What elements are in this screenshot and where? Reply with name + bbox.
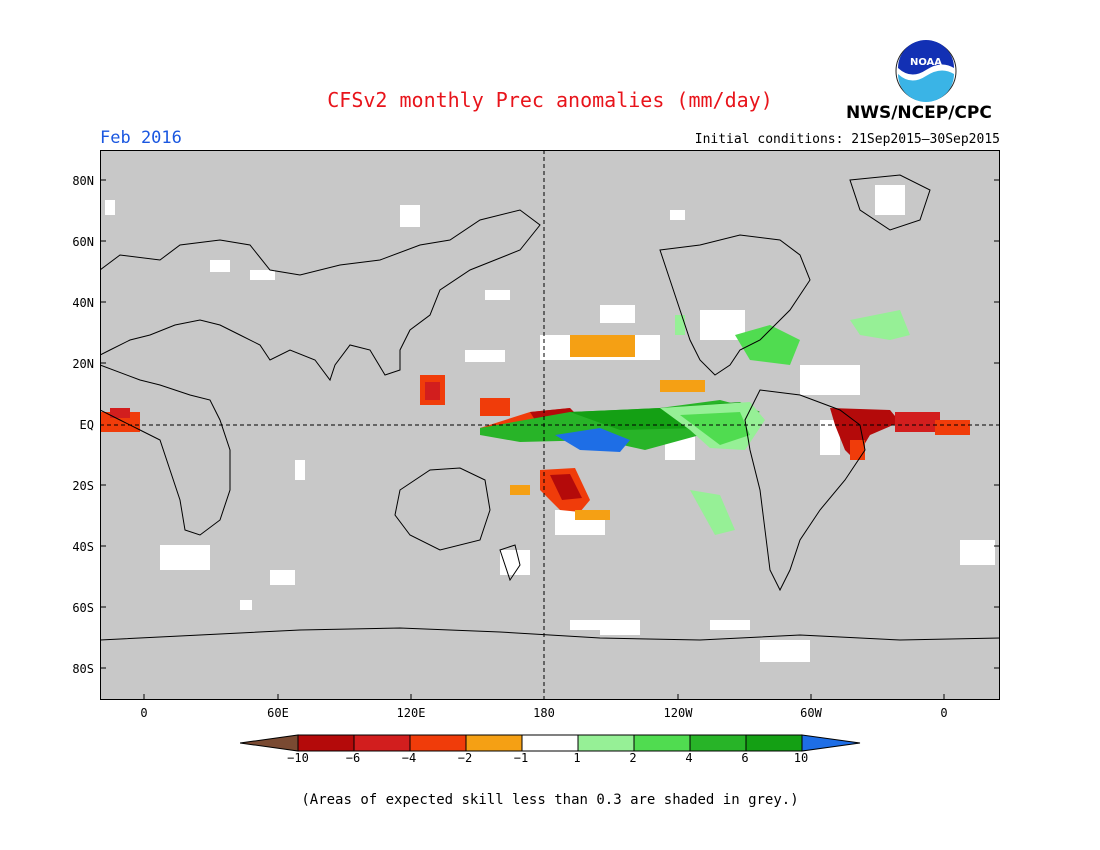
- colorbar-label-6: 6: [741, 751, 749, 765]
- x-label-0-east: 0: [940, 706, 948, 720]
- x-label-60w: 60W: [800, 706, 822, 720]
- y-label-80s: 80S: [72, 662, 94, 676]
- colorbar-label-neg1: −1: [513, 751, 529, 765]
- initial-conditions-label: Initial conditions: 21Sep2015–30Sep2015: [694, 132, 1000, 147]
- forecast-month-label: Feb 2016: [100, 128, 182, 148]
- precip-anomaly-map: [100, 150, 1000, 700]
- y-label-20s: 20S: [72, 479, 94, 493]
- colorbar-box-9: [745, 734, 803, 752]
- colorbar-box-5: [521, 734, 579, 752]
- y-label-40n: 40N: [72, 296, 94, 310]
- x-label-60e: 60E: [267, 706, 289, 720]
- wet-anomalies: [480, 310, 910, 535]
- y-label-80n: 80N: [72, 174, 94, 188]
- colorbar-label-neg4: −4: [401, 751, 417, 765]
- noaa-logo-icon: NOAA: [895, 40, 957, 102]
- colorbar-label-neg6: −6: [345, 751, 361, 765]
- svg-text:NOAA: NOAA: [910, 57, 942, 68]
- colorbar-label-2: 2: [629, 751, 637, 765]
- x-label-120e: 120E: [396, 706, 426, 720]
- x-label-120w: 120W: [663, 706, 693, 720]
- colorbar-label-10: 10: [793, 751, 809, 765]
- colorbar-arrow-low: [240, 734, 299, 752]
- colorbar-label-4: 4: [685, 751, 693, 765]
- coastlines: [100, 174, 1000, 641]
- colorbar-box-7: [633, 734, 691, 752]
- skill-footnote: (Areas of expected skill less than 0.3 a…: [301, 792, 799, 808]
- y-label-60n: 60N: [72, 235, 94, 249]
- colorbar: [240, 734, 861, 752]
- y-label-60s: 60S: [72, 601, 94, 615]
- colorbar-label-neg2: −2: [457, 751, 473, 765]
- y-label-eq: EQ: [79, 418, 94, 432]
- y-label-40s: 40S: [72, 540, 94, 554]
- x-label-0-west: 0: [140, 706, 148, 720]
- colorbar-label-1: 1: [573, 751, 581, 765]
- colorbar-box-1: [297, 734, 355, 752]
- colorbar-box-6: [577, 734, 635, 752]
- y-label-20n: 20N: [72, 357, 94, 371]
- agency-label: NWS/NCEP/CPC: [846, 103, 992, 123]
- colorbar-box-8: [689, 734, 747, 752]
- x-label-180: 180: [533, 706, 555, 720]
- map-title: CFSv2 monthly Prec anomalies (mm/day): [327, 88, 773, 112]
- colorbar-box-3: [409, 734, 467, 752]
- colorbar-arrow-high: [801, 734, 861, 752]
- colorbar-box-4: [465, 734, 523, 752]
- colorbar-box-2: [353, 734, 411, 752]
- colorbar-label-neg10: −10: [287, 751, 309, 765]
